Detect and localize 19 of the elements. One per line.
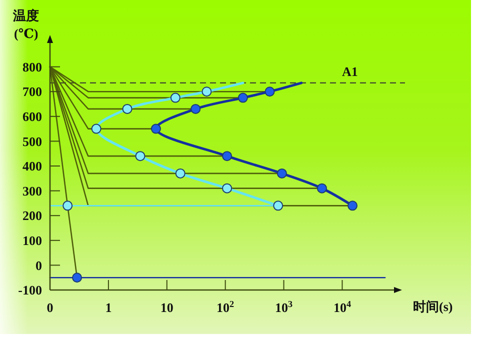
y-axis-title: 温度 (℃) [12, 8, 39, 41]
y-tick-label: -100 [18, 282, 42, 298]
y-tick-label: 400 [22, 158, 42, 174]
x-tick-label: 0 [46, 300, 54, 315]
y-tick-label: 700 [22, 84, 42, 100]
y-tick-label: 200 [22, 208, 42, 224]
y-tick-label: 800 [22, 59, 42, 74]
x-tick-label: 10$^{4}$ [333, 299, 352, 315]
y-tick-label: 100 [22, 232, 42, 248]
y-tick-label: 300 [22, 183, 42, 198]
y-tick-label: 500 [22, 134, 42, 149]
x-tick-label: 10 [160, 300, 174, 315]
x-axis-title: 时间(s) [413, 299, 453, 314]
x-tick-label: 10$^{3}$ [275, 299, 293, 315]
y-tick-label: 0 [36, 258, 42, 273]
x-tick-label: 1 [105, 300, 112, 315]
ref-line-label: A1 [342, 64, 358, 79]
x-tick-label: 10$^{2}$ [216, 299, 235, 315]
y-tick-label: 600 [22, 108, 42, 124]
